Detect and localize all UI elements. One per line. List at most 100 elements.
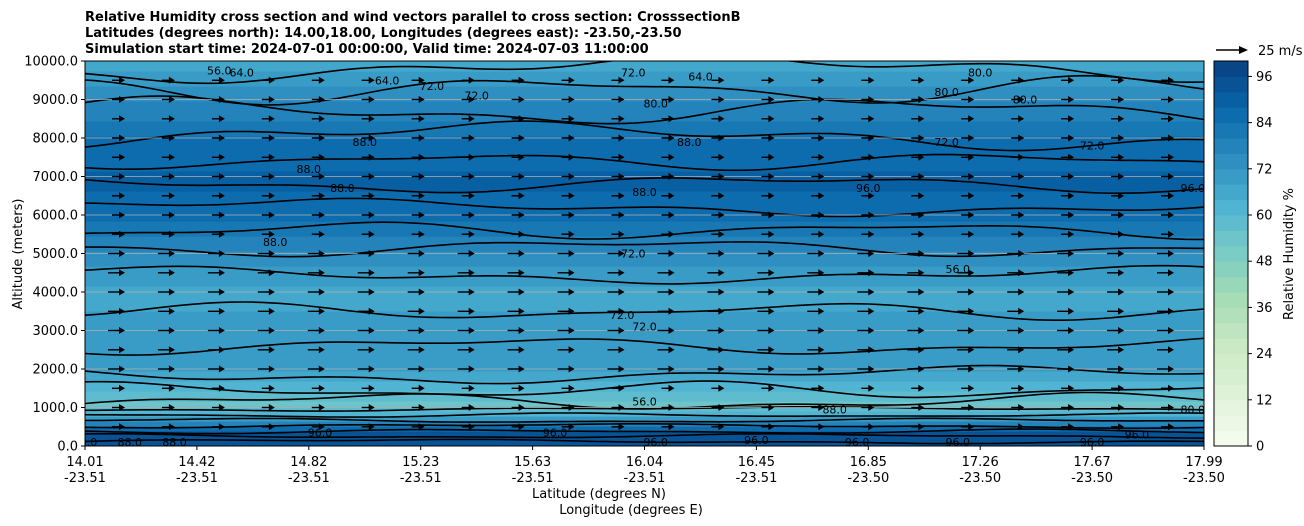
contour-label: 88.0	[632, 186, 657, 199]
wind-vector-head	[1118, 115, 1125, 123]
wind-vector-head	[1168, 211, 1174, 219]
wind-vector-head	[968, 307, 975, 315]
rh-band	[85, 196, 1204, 202]
wind-vector-head	[418, 134, 425, 142]
colorbar-step	[1214, 199, 1248, 216]
rh-band	[85, 116, 1204, 122]
wind-vector-head	[1118, 423, 1125, 431]
wind-vector-head	[1118, 327, 1125, 334]
wind-vector-head	[1118, 346, 1125, 354]
contour-label: 72.0	[934, 136, 959, 149]
wind-vector-head	[618, 192, 625, 200]
wind-vector-head	[1168, 250, 1174, 257]
wind-vector-head	[1068, 423, 1075, 431]
wind-vector-head	[468, 346, 475, 354]
wind-vector-head	[1118, 269, 1125, 277]
wind-vector-head	[168, 365, 175, 373]
wind-vector-head	[918, 346, 925, 354]
wind-vector-head	[318, 250, 325, 257]
colorbar-step	[1214, 261, 1248, 278]
x-tick-label-lat: 15.23	[402, 455, 439, 470]
wind-vector-head	[968, 153, 975, 161]
wind-vector-head	[168, 288, 175, 296]
wind-vector-head	[168, 404, 175, 411]
wind-vector-head	[618, 96, 625, 103]
wind-vector-head	[618, 365, 625, 373]
contour-label: 56.0	[207, 65, 232, 78]
wind-vector-head	[1018, 230, 1025, 238]
rh-band	[85, 416, 1204, 422]
contour-line	[85, 428, 1204, 435]
contour-line	[85, 433, 1204, 439]
wind-vector-head	[868, 269, 875, 277]
wind-vector-head	[868, 211, 875, 219]
wind-vector-head	[268, 346, 275, 354]
wind-vector-head	[818, 230, 825, 238]
rh-band	[85, 441, 1204, 446]
rh-band	[85, 271, 1204, 277]
rh-band	[85, 86, 1204, 92]
wind-vector-head	[218, 365, 225, 373]
wind-vector-head	[119, 269, 125, 277]
wind-vector-head	[768, 307, 775, 315]
wind-vector-head	[818, 404, 825, 411]
wind-vector-head	[918, 192, 925, 200]
colorbar-tick-label: 36	[1256, 301, 1273, 316]
x-tick-label-lat: 17.67	[1073, 455, 1110, 470]
wind-vector-head	[218, 134, 225, 142]
wind-vector-head	[368, 269, 375, 277]
wind-vector-head	[418, 327, 425, 334]
wind-vector-head	[368, 423, 375, 431]
wind-vector-head	[668, 211, 675, 219]
wind-vector-head	[368, 384, 375, 392]
wind-vector-head	[418, 288, 425, 296]
wind-vector-head	[518, 115, 525, 123]
wind-vector-head	[968, 115, 975, 123]
wind-vector-head	[468, 423, 475, 431]
rh-band	[85, 231, 1204, 237]
wind-vector-head	[268, 250, 275, 257]
contour-label: 64.0	[688, 70, 713, 83]
wind-vector-head	[718, 115, 725, 123]
wind-vector-head	[1118, 288, 1125, 296]
rh-band	[85, 376, 1204, 382]
colorbar-step	[1214, 369, 1248, 385]
wind-vector-head	[568, 327, 575, 334]
wind-vector-head	[218, 384, 225, 392]
wind-vector-head	[318, 211, 325, 219]
wind-vector-head	[418, 230, 425, 238]
rh-band	[85, 226, 1204, 232]
wind-vector-head	[1068, 327, 1075, 334]
wind-vector-head	[468, 269, 475, 277]
wind-vector-head	[418, 250, 425, 257]
wind-vector-head	[818, 365, 825, 373]
wind-vector-head	[918, 211, 925, 219]
wind-vector-head	[918, 96, 925, 103]
wind-vector-head	[119, 423, 125, 431]
rh-band	[85, 386, 1204, 392]
wind-vector-head	[218, 153, 225, 161]
rh-band	[85, 321, 1204, 327]
rh-band	[85, 121, 1204, 127]
wind-vector-head	[868, 346, 875, 354]
rh-band	[85, 61, 1204, 67]
colorbar-tick-label: 12	[1256, 393, 1273, 408]
wind-vector-head	[568, 384, 575, 392]
wind-vector-head	[768, 404, 775, 411]
wind-vector-head	[968, 96, 975, 103]
wind-vector-head	[368, 96, 375, 103]
rh-band	[85, 436, 1204, 442]
wind-vector-head	[1168, 153, 1174, 161]
contour-label: 96.0	[946, 436, 971, 449]
wind-vector-head	[568, 307, 575, 315]
wind-vector-head	[1068, 250, 1075, 257]
wind-vector-head	[568, 288, 575, 296]
quiver-key-label: 25 m/s	[1258, 44, 1303, 59]
wind-vector-head	[218, 230, 225, 238]
wind-vector-head	[218, 211, 225, 219]
quiver-key-arrowhead	[1239, 46, 1248, 54]
wind-vector-head	[1118, 153, 1125, 161]
x-tick-label-lat: 14.01	[66, 455, 103, 470]
wind-vector-head	[718, 423, 725, 431]
x-tick-label-lon: -23.50	[847, 471, 889, 486]
